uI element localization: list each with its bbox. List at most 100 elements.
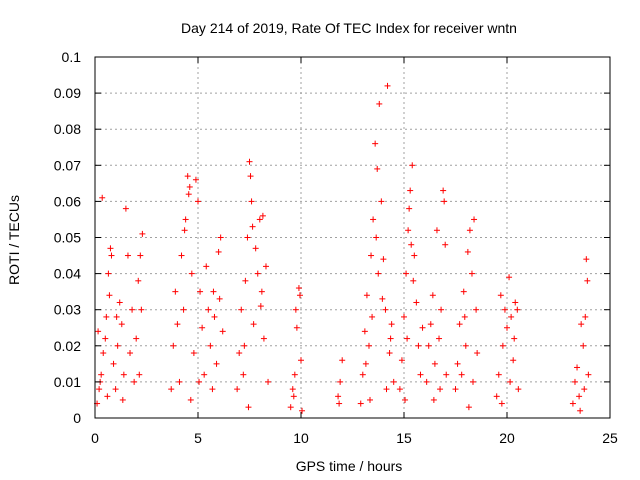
data-point [376, 100, 383, 107]
data-point [465, 404, 472, 411]
data-point [473, 306, 480, 313]
data-point [192, 176, 199, 183]
data-point [197, 288, 204, 295]
data-point [262, 263, 269, 270]
data-point [576, 393, 583, 400]
data-point [569, 400, 576, 407]
data-point [196, 378, 203, 385]
y-axis-label: ROTI / TECUs [6, 195, 22, 285]
data-point [378, 198, 385, 205]
data-point [571, 378, 578, 385]
data-point [246, 158, 253, 165]
data-point [443, 371, 450, 378]
data-point [379, 295, 386, 302]
grid [95, 57, 610, 418]
data-point [406, 205, 413, 212]
data-point [574, 364, 581, 371]
data-point [440, 187, 447, 194]
data-point [185, 191, 192, 198]
data-point [365, 342, 372, 349]
data-point [241, 342, 248, 349]
data-point [207, 342, 214, 349]
data-point [368, 252, 375, 259]
data-point [438, 306, 445, 313]
data-point [244, 234, 251, 241]
data-point [236, 350, 243, 357]
data-point [199, 324, 206, 331]
data-point [581, 386, 588, 393]
y-tick-label: 0.09 [54, 85, 81, 101]
data-point [172, 288, 179, 295]
data-point [390, 378, 397, 385]
data-point [249, 223, 256, 230]
data-point [136, 371, 143, 378]
data-point [511, 335, 518, 342]
data-point [245, 404, 252, 411]
data-point [471, 216, 478, 223]
data-points [94, 82, 592, 414]
data-point [582, 313, 589, 320]
data-point [139, 230, 146, 237]
data-point [462, 342, 469, 349]
data-point [380, 256, 387, 263]
data-point [120, 371, 127, 378]
data-point [436, 335, 443, 342]
data-point [104, 393, 111, 400]
data-point [382, 306, 389, 313]
data-point [413, 299, 420, 306]
data-point [404, 335, 411, 342]
data-point [103, 313, 110, 320]
data-point [178, 252, 185, 259]
x-tick-label: 20 [499, 430, 515, 446]
data-point [507, 378, 514, 385]
data-point [170, 342, 177, 349]
y-tick-label: 0.05 [54, 230, 81, 246]
data-point [419, 324, 426, 331]
data-point [174, 321, 181, 328]
data-point [133, 335, 140, 342]
data-point [367, 396, 374, 403]
data-point [215, 248, 222, 255]
data-point [265, 378, 272, 385]
data-point [357, 400, 364, 407]
data-point [431, 360, 438, 367]
data-point [257, 303, 264, 310]
x-tick-label: 0 [91, 430, 99, 446]
data-point [201, 371, 208, 378]
data-point [466, 227, 473, 234]
data-point [370, 216, 377, 223]
data-point [425, 342, 432, 349]
y-tick-label: 0.03 [54, 302, 81, 318]
y-tick-label: 0.06 [54, 193, 81, 209]
y-tick-label: 0.07 [54, 157, 81, 173]
data-point [441, 198, 448, 205]
data-point [100, 350, 107, 357]
data-point [213, 360, 220, 367]
data-point [373, 234, 380, 241]
data-point [293, 324, 300, 331]
data-point [137, 252, 144, 259]
data-point [375, 270, 382, 277]
data-point [131, 378, 138, 385]
data-point [374, 165, 381, 172]
data-point [238, 306, 245, 313]
data-point [181, 227, 188, 234]
data-point [118, 321, 125, 328]
data-point [405, 227, 412, 234]
data-point [452, 386, 459, 393]
y-tick-label: 0.1 [62, 49, 82, 65]
data-point [210, 288, 217, 295]
data-point [113, 313, 120, 320]
data-point [495, 371, 502, 378]
data-point [187, 396, 194, 403]
data-point [254, 270, 261, 277]
data-point [259, 212, 266, 219]
data-point [515, 386, 522, 393]
data-point [504, 324, 510, 331]
x-tick-label: 25 [602, 430, 618, 446]
data-point [458, 371, 465, 378]
data-point [168, 386, 175, 393]
data-point [188, 270, 195, 277]
data-point [402, 396, 409, 403]
data-point [102, 335, 109, 342]
